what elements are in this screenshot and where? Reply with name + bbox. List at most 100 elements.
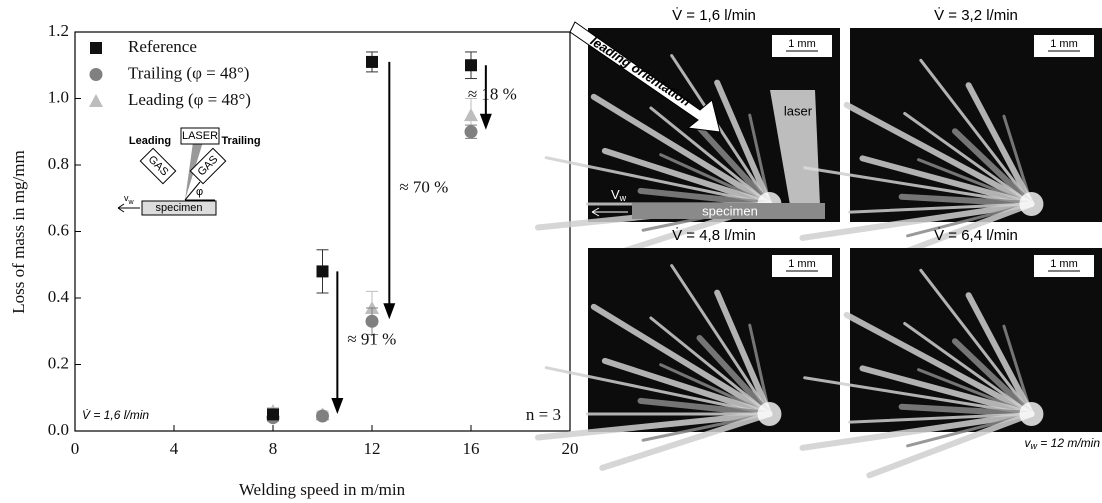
y-tick-label: 1.0 (48, 87, 69, 106)
spatter-streak (670, 264, 771, 416)
y-tick-label: 0.4 (48, 287, 70, 306)
photo-panels: V̇ = 1,6 l/min 1 mm V̇ = 3,2 l/min 1 mm V̇ =… (534, 7, 1102, 479)
arrow-head (383, 303, 396, 320)
spatter-streak (803, 166, 1033, 206)
sample-note: n = 3 (526, 405, 561, 424)
marker (267, 408, 279, 421)
y-tick-label: 0.0 (48, 420, 69, 439)
spatter-streak (696, 334, 773, 417)
inset-label: Leading (129, 135, 171, 147)
marker (464, 108, 478, 122)
spatter-streak (649, 316, 771, 416)
spatter-streak (590, 93, 773, 207)
x-tick-label: 0 (71, 439, 80, 458)
spatter-streak (599, 411, 773, 471)
legend-marker (89, 68, 103, 81)
spatter-streak (544, 366, 771, 416)
spatter-streak (534, 411, 773, 441)
laser-cone (770, 90, 820, 205)
x-tick-label: 12 (364, 439, 381, 458)
v-subscript: w (619, 193, 627, 203)
x-axis-label: Welding speed in m/min (239, 480, 406, 499)
inset-label: LASER (182, 130, 218, 142)
melt-glow (757, 402, 782, 426)
reduction-label: ≈ 18 % (468, 84, 517, 103)
laser-box (180, 127, 220, 145)
spatter-streak (903, 111, 1033, 206)
legend-label: Trailing (φ = 48°) (128, 63, 249, 82)
spatter-streak (919, 58, 1033, 206)
reduction-label: ≈ 91 % (347, 330, 396, 349)
direction-arrow (117, 203, 140, 213)
melt-glow (1019, 192, 1044, 216)
y-tick-label: 0.8 (48, 154, 69, 173)
spatter-streak (649, 106, 771, 206)
spatter-streak (799, 411, 1035, 451)
spatter-streak (866, 411, 1035, 479)
photo-label: laser (784, 103, 813, 118)
photo-label: specimen (702, 203, 758, 218)
y-tick-label: 0.6 (48, 220, 69, 239)
x-tick-label: 20 (562, 439, 579, 458)
spatter-streak (843, 311, 1035, 417)
inset-label: specimen (155, 202, 202, 214)
spatter-streak (848, 202, 1033, 214)
spatter-streak (637, 187, 773, 207)
inset-label: vw (124, 193, 135, 205)
y-axis-label: Loss of mass in mg/mm (9, 150, 28, 313)
inset-diagram: LASER Leading Trailing GAS GAS φ specime… (117, 127, 261, 216)
marker (464, 125, 478, 139)
scale-label: 1 mm (788, 258, 816, 270)
inset-label: φ (196, 186, 203, 198)
gas-box (139, 147, 177, 185)
legend-label: Leading (φ = 48°) (128, 90, 251, 109)
spatter-streak (859, 155, 1035, 207)
footnote: vw = 12 m/min (1024, 436, 1100, 451)
gas-box (189, 147, 227, 185)
marker (316, 265, 329, 278)
spatter-streak (859, 365, 1035, 417)
y-tick-label: 1.2 (48, 21, 69, 40)
spatter-streak (714, 289, 773, 417)
spatter-streak (799, 201, 1035, 241)
photo-title: V̇ = 1,6 l/min (672, 7, 756, 24)
arrow-head (331, 398, 344, 415)
direction-arrow (591, 207, 628, 217)
legend-label: Reference (128, 37, 197, 56)
orientation-arrow (569, 21, 721, 133)
spatter-streak (965, 82, 1035, 207)
specimen-box (141, 200, 217, 216)
spatter-streak (696, 124, 773, 207)
specimen-bar (632, 203, 825, 219)
spatter-streak (714, 79, 773, 207)
reduction-label: ≈ 70 % (399, 178, 448, 197)
spatter-streak (843, 101, 1035, 207)
spatter-streak (601, 147, 773, 207)
spatter-streak (898, 193, 1035, 207)
legend-marker (90, 42, 102, 54)
marker (365, 314, 379, 328)
spatter-streak (951, 338, 1035, 417)
spatter-streak (670, 54, 771, 206)
x-tick-label: 8 (269, 439, 278, 458)
photo-title: V̇ = 4,8 l/min (672, 227, 756, 244)
spatter-streak (919, 268, 1033, 416)
spatter-streak (848, 412, 1033, 424)
scale-label: 1 mm (1050, 38, 1078, 50)
spatter-streak (903, 321, 1033, 416)
x-tick-label: 16 (463, 439, 480, 458)
spatter-streak (601, 357, 773, 417)
spatter-streak (544, 156, 771, 206)
photo-title: V̇ = 3,2 l/min (934, 7, 1018, 24)
photo-title: V̇ = 6,4 l/min (934, 227, 1018, 244)
flow-rate-note: V̇ = 1,6 l/min (82, 408, 149, 422)
spatter-streak (803, 376, 1033, 416)
marker (366, 55, 378, 68)
photo-label: Vw (611, 187, 627, 203)
inset-label: Trailing (221, 135, 260, 147)
spatter-streak (965, 292, 1035, 417)
scale-label: 1 mm (788, 38, 816, 50)
legend-marker (89, 94, 103, 107)
x-tick-label: 4 (170, 439, 179, 458)
spatter-streak (590, 303, 773, 417)
